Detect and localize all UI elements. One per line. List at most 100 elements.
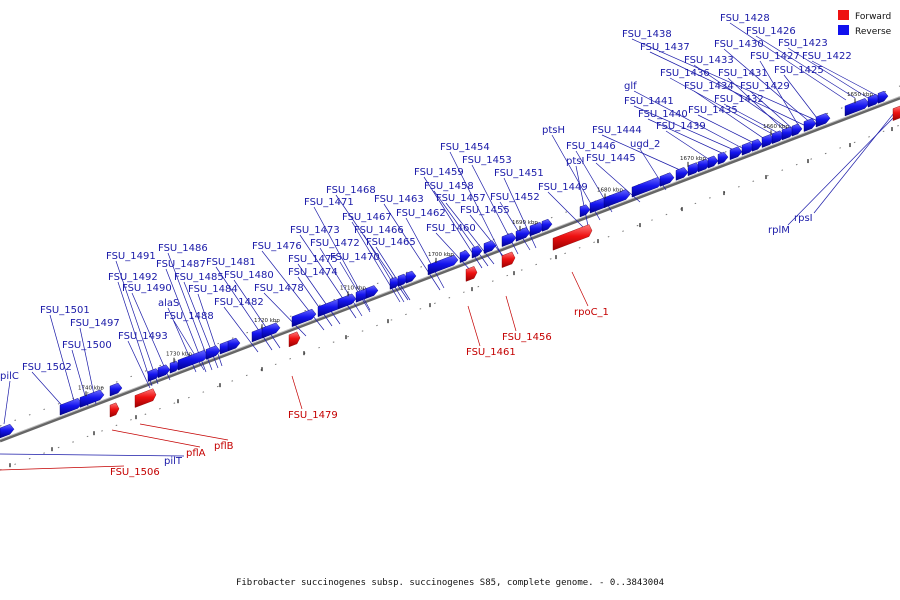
- forward-gene[interactable]: [552, 224, 593, 251]
- gene-label-fsu-1506[interactable]: FSU_1506: [110, 467, 160, 478]
- gene-label-fsu-1486[interactable]: FSU_1486: [158, 243, 208, 254]
- reverse-gene[interactable]: [157, 364, 171, 379]
- gene-label-fsu-1423[interactable]: FSU_1423: [778, 38, 828, 49]
- gene-label-fsu-1487[interactable]: FSU_1487: [156, 259, 206, 270]
- reverse-gene[interactable]: [109, 382, 123, 397]
- gene-label-fsu-1471[interactable]: FSU_1471: [304, 197, 354, 208]
- reverse-gene[interactable]: [337, 293, 357, 310]
- reverse-gene[interactable]: [579, 204, 591, 218]
- gene-label-fsu-1467[interactable]: FSU_1467: [342, 212, 392, 223]
- gene-label-fsu-1436[interactable]: FSU_1436: [660, 68, 710, 79]
- gene-label-fsu-1433[interactable]: FSU_1433: [684, 55, 734, 66]
- gene-label-fsu-1481[interactable]: FSU_1481: [206, 257, 256, 268]
- gene-label-fsu-1474[interactable]: FSU_1474: [288, 267, 338, 278]
- gene-label-ugd-2[interactable]: ugd_2: [630, 139, 660, 150]
- forward-gene[interactable]: [501, 251, 516, 268]
- reverse-gene[interactable]: [291, 308, 317, 328]
- gene-label-fsu-1478[interactable]: FSU_1478: [254, 283, 304, 294]
- gene-label-fsu-1444[interactable]: FSU_1444: [592, 125, 642, 136]
- gene-label-fsu-1462[interactable]: FSU_1462: [396, 208, 446, 219]
- reverse-gene[interactable]: [659, 172, 675, 187]
- forward-gene[interactable]: [465, 266, 478, 282]
- gene-label-fsu-1491[interactable]: FSU_1491: [106, 251, 156, 262]
- gene-label-fsu-1458[interactable]: FSU_1458: [424, 181, 474, 192]
- gene-label-fsu-1446[interactable]: FSU_1446: [566, 141, 616, 152]
- gene-label-fsu-1429[interactable]: FSU_1429: [740, 81, 790, 92]
- gene-label-fsu-1485[interactable]: FSU_1485: [174, 272, 224, 283]
- gene-label-fsu-1425[interactable]: FSU_1425: [774, 65, 824, 76]
- reverse-gene[interactable]: [791, 123, 803, 137]
- reverse-gene[interactable]: [427, 254, 459, 276]
- gene-label-rpoc-1[interactable]: rpoC_1: [574, 307, 609, 318]
- gene-label-fsu-1434[interactable]: FSU_1434: [684, 81, 734, 92]
- gene-label-fsu-1488[interactable]: FSU_1488: [164, 311, 214, 322]
- reverse-gene[interactable]: [541, 218, 553, 232]
- gene-label-fsu-1452[interactable]: FSU_1452: [490, 192, 540, 203]
- gene-label-fsu-1470[interactable]: FSU_1470: [330, 252, 380, 263]
- reverse-gene[interactable]: [0, 423, 15, 439]
- reverse-gene[interactable]: [501, 232, 517, 247]
- gene-label-fsu-1435[interactable]: FSU_1435: [688, 105, 738, 116]
- gene-label-fsu-1473[interactable]: FSU_1473: [290, 225, 340, 236]
- gene-label-fsu-1459[interactable]: FSU_1459: [414, 167, 464, 178]
- gene-label-fsu-1468[interactable]: FSU_1468: [326, 185, 376, 196]
- gene-label-fsu-1441[interactable]: FSU_1441: [624, 96, 674, 107]
- reverse-gene[interactable]: [471, 245, 483, 259]
- reverse-gene[interactable]: [751, 138, 763, 152]
- gene-label-pilt[interactable]: pilT: [164, 456, 183, 467]
- gene-label-fsu-1456[interactable]: FSU_1456: [502, 332, 552, 343]
- gene-label-fsu-1465[interactable]: FSU_1465: [366, 237, 416, 248]
- gene-label-fsu-1422[interactable]: FSU_1422: [802, 51, 852, 62]
- gene-label-rplm[interactable]: rplM: [768, 225, 790, 236]
- gene-label-fsu-1479[interactable]: FSU_1479: [288, 410, 338, 421]
- gene-label-fsu-1475[interactable]: FSU_1475: [288, 254, 338, 265]
- reverse-gene[interactable]: [815, 112, 831, 128]
- gene-label-fsu-1439[interactable]: FSU_1439: [656, 121, 706, 132]
- gene-label-fsu-1482[interactable]: FSU_1482: [214, 297, 264, 308]
- reverse-gene[interactable]: [365, 285, 379, 299]
- reverse-gene[interactable]: [707, 155, 719, 169]
- gene-label-fsu-1453[interactable]: FSU_1453: [462, 155, 512, 166]
- gene-label-fsu-1484[interactable]: FSU_1484: [188, 284, 238, 295]
- gene-label-fsu-1502[interactable]: FSU_1502: [22, 362, 72, 373]
- gene-label-fsu-1427[interactable]: FSU_1427: [750, 51, 800, 62]
- reverse-gene[interactable]: [483, 240, 497, 254]
- reverse-gene[interactable]: [844, 98, 870, 117]
- gene-label-fsu-1463[interactable]: FSU_1463: [374, 194, 424, 205]
- gene-label-fsu-1500[interactable]: FSU_1500: [62, 340, 112, 351]
- forward-gene[interactable]: [134, 388, 157, 408]
- reverse-gene[interactable]: [205, 345, 221, 360]
- gene-label-ptsi[interactable]: ptsI: [566, 156, 584, 167]
- reverse-gene[interactable]: [729, 146, 743, 161]
- gene-label-fsu-1460[interactable]: FSU_1460: [426, 223, 476, 234]
- gene-label-pfla[interactable]: pflA: [186, 448, 206, 459]
- gene-label-ptsh[interactable]: ptsH: [542, 125, 565, 136]
- gene-label-fsu-1440[interactable]: FSU_1440: [638, 109, 688, 120]
- gene-label-rpsi[interactable]: rpsI: [794, 213, 813, 224]
- gene-label-pflb[interactable]: pflB: [214, 441, 234, 452]
- gene-label-fsu-1457[interactable]: FSU_1457: [436, 193, 486, 204]
- gene-label-fsu-1497[interactable]: FSU_1497: [70, 318, 120, 329]
- gene-label-fsu-1438[interactable]: FSU_1438: [622, 29, 672, 40]
- reverse-gene[interactable]: [675, 167, 689, 181]
- forward-gene[interactable]: [109, 402, 120, 418]
- gene-label-pilc[interactable]: pilC: [0, 371, 19, 382]
- gene-label-fsu-1426[interactable]: FSU_1426: [746, 26, 796, 37]
- gene-label-fsu-1454[interactable]: FSU_1454: [440, 142, 490, 153]
- gene-label-fsu-1501[interactable]: FSU_1501: [40, 305, 90, 316]
- reverse-gene[interactable]: [227, 337, 241, 352]
- gene-label-fsu-1492[interactable]: FSU_1492: [108, 272, 158, 283]
- reverse-gene[interactable]: [717, 151, 729, 165]
- gene-label-fsu-1445[interactable]: FSU_1445: [586, 153, 636, 164]
- reverse-gene[interactable]: [459, 250, 471, 263]
- gene-label-fsu-1449[interactable]: FSU_1449: [538, 182, 588, 193]
- reverse-gene[interactable]: [803, 118, 817, 132]
- gene-label-fsu-1451[interactable]: FSU_1451: [494, 168, 544, 179]
- gene-label-fsu-1432[interactable]: FSU_1432: [714, 94, 764, 105]
- gene-label-fsu-1455[interactable]: FSU_1455: [460, 205, 510, 216]
- gene-label-fsu-1472[interactable]: FSU_1472: [310, 238, 360, 249]
- gene-label-fsu-1476[interactable]: FSU_1476: [252, 241, 302, 252]
- gene-label-fsu-1466[interactable]: FSU_1466: [354, 225, 404, 236]
- gene-label-glf[interactable]: glf: [624, 81, 637, 92]
- reverse-gene[interactable]: [405, 270, 417, 284]
